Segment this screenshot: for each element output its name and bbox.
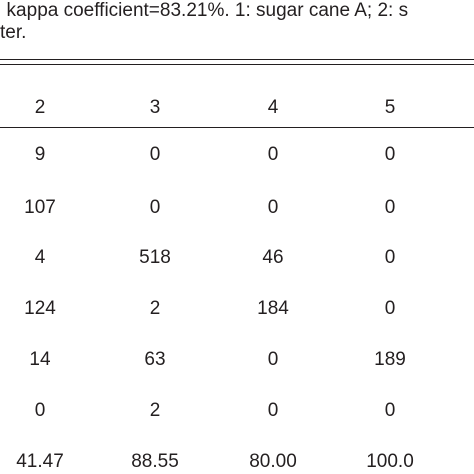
table-cell: 46 bbox=[262, 247, 284, 268]
table-cell: 0 bbox=[267, 400, 279, 421]
table-cell: 124 bbox=[24, 298, 56, 319]
table-cell: 0 bbox=[384, 400, 396, 421]
table-cell: 14 bbox=[29, 349, 51, 370]
table-cell: 4 bbox=[34, 247, 46, 268]
table-row: 14 63 0 189 bbox=[0, 346, 474, 374]
table-cell: 2 bbox=[149, 400, 161, 421]
table-cell: 2 bbox=[149, 298, 161, 319]
table-cell: 0 bbox=[267, 197, 279, 218]
caption-line-1: ; kappa coefficient=83.21%. 1: sugar can… bbox=[0, 0, 409, 21]
table-row: 9 0 0 0 bbox=[0, 141, 474, 169]
table-cell: 0 bbox=[34, 400, 46, 421]
column-header-5: 5 bbox=[384, 97, 396, 118]
table-row: 4 518 46 0 bbox=[0, 244, 474, 272]
table-row: 41.47 88.55 80.00 100.0 bbox=[0, 448, 474, 474]
table-cell: 0 bbox=[384, 144, 396, 165]
caption-line-2: ter. bbox=[0, 22, 27, 43]
table-cell: 9 bbox=[34, 144, 46, 165]
table-cell: 0 bbox=[149, 197, 161, 218]
table-top-rule bbox=[0, 59, 474, 60]
table-cell: 88.55 bbox=[131, 451, 179, 472]
table-cell: 0 bbox=[384, 197, 396, 218]
table-cell: 0 bbox=[267, 349, 279, 370]
table-cell: 0 bbox=[149, 144, 161, 165]
table-cell: 0 bbox=[267, 144, 279, 165]
table-row: 0 2 0 0 bbox=[0, 397, 474, 425]
table-row: 107 0 0 0 bbox=[0, 194, 474, 222]
table-top-rule-double bbox=[0, 64, 474, 65]
column-header-4: 4 bbox=[267, 97, 279, 118]
table-cell: 63 bbox=[144, 349, 166, 370]
table-cell: 107 bbox=[24, 197, 56, 218]
column-header-3: 3 bbox=[149, 97, 161, 118]
table-cell: 100.0 bbox=[366, 451, 414, 472]
table-cell: 189 bbox=[374, 349, 406, 370]
table-cell: 518 bbox=[139, 247, 171, 268]
table-header-row: 2 3 4 5 bbox=[0, 94, 474, 122]
header-rule bbox=[0, 127, 474, 128]
table-cell: 41.47 bbox=[16, 451, 64, 472]
table-cell: 80.00 bbox=[249, 451, 297, 472]
column-header-2: 2 bbox=[34, 97, 46, 118]
table-cell: 0 bbox=[384, 298, 396, 319]
table-row: 124 2 184 0 bbox=[0, 295, 474, 323]
table-cell: 0 bbox=[384, 247, 396, 268]
table-cell: 184 bbox=[257, 298, 289, 319]
